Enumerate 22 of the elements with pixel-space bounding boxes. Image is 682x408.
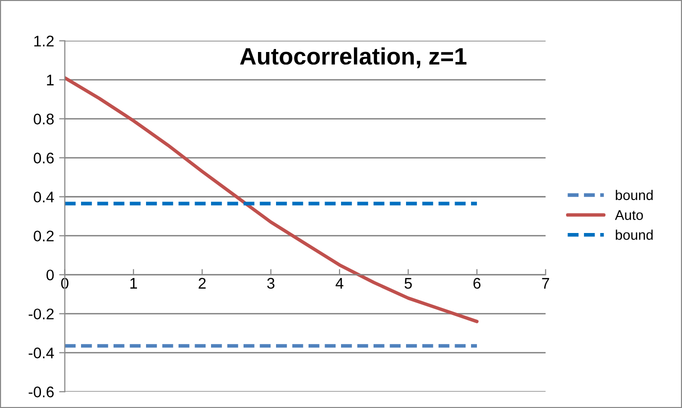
y-tick-label: 0.6 [34, 152, 54, 164]
legend-label: bound [616, 230, 653, 240]
x-tick-label: 5 [404, 278, 412, 289]
chart-title: Autocorrelation, z=1 [240, 47, 466, 68]
x-tick-label: 2 [198, 278, 206, 289]
y-tick-label: -0.6 [28, 386, 54, 398]
legend-label: bound [616, 190, 653, 200]
y-tick-label: 0 [46, 270, 54, 280]
y-tick-label: -0.4 [28, 348, 54, 358]
legend-label: Auto [614, 210, 643, 220]
x-tick-label: 6 [473, 278, 480, 289]
y-tick-label: -0.2 [28, 308, 54, 320]
y-tick-label: 1.2 [34, 36, 54, 46]
x-tick-label: 4 [336, 278, 344, 289]
y-tick-label: 1 [47, 74, 54, 86]
y-tick-label: 0.8 [34, 114, 54, 124]
y-tick-label: 0.4 [34, 192, 54, 202]
x-tick-label: 1 [130, 278, 137, 289]
x-tick-label: 0 [61, 278, 68, 289]
x-tick-label: 3 [267, 278, 274, 289]
x-tick-label: 7 [542, 278, 550, 289]
y-tick-label: 0.2 [34, 230, 54, 242]
